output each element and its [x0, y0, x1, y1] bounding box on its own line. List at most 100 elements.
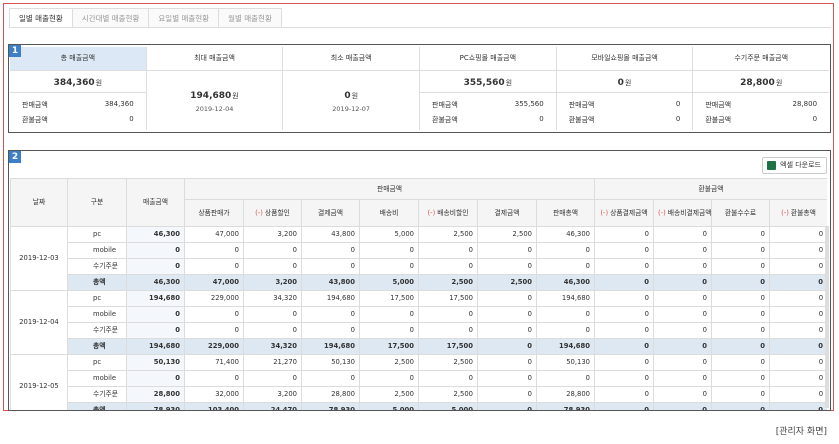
value-cell: 28,800	[126, 386, 185, 403]
amount-value: 355,560	[463, 78, 505, 88]
value-cell: 103,400	[184, 402, 244, 410]
minus-prefix: (-)	[255, 208, 263, 217]
value-cell: 0	[184, 322, 244, 339]
type-cell: mobile	[67, 242, 127, 259]
value-cell: 2,500	[477, 226, 537, 243]
type-cell: pc	[67, 226, 127, 243]
value-cell: 194,680	[536, 290, 595, 307]
amount-unit: 원	[95, 79, 103, 87]
card-date: 2019-12-07	[332, 105, 371, 113]
value-cell: 71,400	[184, 354, 244, 371]
value-cell: 0	[359, 258, 419, 275]
sales-table: 날짜 구분 매출금액 판매금액 환불금액 상품판매가 (-) 상품할인 결제금액 배송비 (-) 배송…	[10, 178, 827, 410]
card-title: 수기주문 매출금액	[693, 47, 830, 71]
value-cell: 0	[653, 402, 712, 410]
card-divider	[556, 92, 693, 93]
row-value: 0	[539, 115, 544, 123]
value-cell: 78,930	[301, 402, 360, 410]
value-cell: 0	[536, 370, 595, 387]
value-cell: 5,000	[359, 402, 419, 410]
value-cell: 0	[768, 242, 827, 259]
value-cell: 0	[711, 338, 770, 355]
value-cell: 0	[711, 306, 770, 323]
value-cell: 0	[536, 242, 595, 259]
value-cell: 2,500	[359, 386, 419, 403]
value-cell: 0	[418, 306, 478, 323]
amount-unit: 원	[505, 79, 513, 87]
value-cell: 0	[418, 322, 478, 339]
excel-download-button[interactable]: 엑셀 다운로드	[762, 157, 827, 174]
value-cell: 229,000	[184, 338, 244, 355]
table-row: 수기주문 28,800 32,000 3,200 28,800 2,500 2,500 0 28…	[11, 386, 827, 403]
button-label: 엑셀 다운로드	[780, 161, 821, 169]
value-cell: 78,930	[126, 402, 185, 410]
value-cell: 5,000	[359, 226, 419, 243]
value-cell: 0	[594, 402, 654, 410]
value-cell: 0	[301, 370, 360, 387]
row-label: 판매금액	[22, 101, 48, 109]
summary-card: 모바일쇼핑몰 매출금액 0원 판매금액 0 환불금액 0	[556, 47, 694, 130]
value-cell: 0	[536, 322, 595, 339]
tab[interactable]: 일별 매출현황	[9, 8, 73, 28]
value-cell: 0	[653, 338, 712, 355]
minus-prefix: (-)	[600, 208, 609, 217]
column-header: (-) 상품결제금액	[594, 199, 654, 227]
value-cell: 0	[301, 306, 360, 323]
type-cell: 수기주문	[67, 386, 127, 403]
value-cell: 46,300	[126, 226, 185, 243]
value-cell: 0	[711, 402, 770, 410]
value-cell: 229,000	[184, 290, 244, 307]
value-cell: 0	[243, 258, 302, 275]
value-cell: 0	[184, 258, 244, 275]
detail-section: 2 엑셀 다운로드 날짜 구분 매출금액 판매금액 환불금액 상품판매가 (-) 상품할인 결제…	[8, 150, 831, 411]
value-cell: 3,200	[243, 386, 302, 403]
table-row: mobile 0 0 0 0 0 0 0 0 0 0 0 0	[11, 370, 827, 387]
value-cell: 194,680	[301, 338, 360, 355]
value-cell: 0	[477, 290, 537, 307]
table-row: 총액 78,930 103,400 24,470 78,930 5,000 5,000 0 78…	[11, 402, 827, 410]
value-cell: 0	[477, 322, 537, 339]
value-cell: 32,000	[184, 386, 244, 403]
value-cell: 0	[653, 354, 712, 371]
card-row: 판매금액 28,800	[705, 100, 817, 110]
header-label: 판매총액	[552, 208, 578, 217]
tab[interactable]: 월별 매출현황	[219, 8, 282, 28]
minus-prefix: (-)	[781, 208, 789, 217]
value-cell: 17,500	[418, 338, 478, 355]
value-cell: 0	[594, 386, 654, 403]
value-cell: 0	[359, 242, 419, 259]
header-label: 결제금액	[494, 208, 520, 217]
value-cell: 0	[768, 258, 827, 275]
table-row: 총액 46,300 47,000 3,200 43,800 5,000 2,500 2,500…	[11, 274, 827, 291]
table-row: 2019-12-05 pc 50,130 71,400 21,270 50,130 2,50…	[10, 354, 827, 410]
value-cell: 2,500	[418, 386, 478, 403]
column-header: (-) 배송비할인	[418, 199, 478, 227]
value-cell: 0	[768, 370, 827, 387]
value-cell: 47,000	[184, 274, 244, 291]
value-cell: 0	[653, 306, 712, 323]
summary-card: PC쇼핑몰 매출금액 355,560원 판매금액 355,560 환불금액 0	[420, 47, 557, 130]
tab[interactable]: 요일별 매출현황	[149, 8, 220, 28]
minus-prefix: (-)	[658, 208, 666, 217]
value-cell: 0	[768, 386, 827, 403]
minus-prefix: (-)	[427, 208, 436, 217]
value-cell: 0	[477, 354, 537, 371]
row-value: 0	[675, 115, 681, 123]
tab[interactable]: 시간대별 매출현황	[72, 8, 150, 28]
header-row: 상품판매가 (-) 상품할인 결제금액 배송비 (-) 배송비할인 결제금액 판매총액 (-) 상품…	[11, 199, 827, 227]
value-cell: 0	[653, 274, 712, 291]
type-cell: 총액	[67, 274, 127, 291]
value-cell: 0	[594, 338, 654, 355]
value-cell: 0	[477, 306, 537, 323]
value-cell: 0	[126, 370, 185, 387]
value-cell: 0	[301, 258, 360, 275]
value-cell: 0	[301, 322, 360, 339]
column-header: 매출금액	[126, 178, 185, 227]
value-cell: 43,800	[301, 274, 360, 291]
value-cell: 0	[243, 242, 302, 259]
amount-value: 0	[344, 91, 351, 101]
summary-card: 최소 매출금액 0원 2019-12-07	[283, 47, 421, 130]
column-header: (-) 상품할인	[243, 199, 302, 227]
section-badge: 2	[9, 151, 21, 163]
value-cell: 0	[418, 258, 478, 275]
